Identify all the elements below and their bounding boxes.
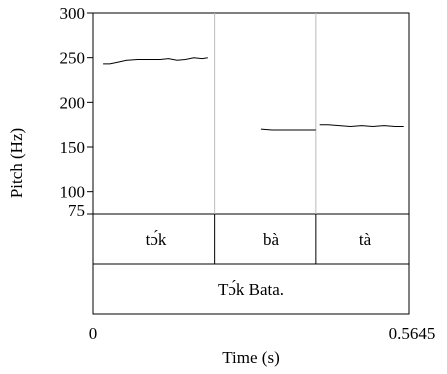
y-tick-label-200: 200 bbox=[60, 93, 86, 112]
y-tick-label-bottom: 75 bbox=[68, 201, 85, 220]
x-axis-label: Time (s) bbox=[222, 348, 279, 367]
syllable-label-2: bà bbox=[263, 230, 280, 249]
plot-frame bbox=[92, 12, 410, 215]
x-tick-label-end: 0.5645 bbox=[389, 324, 436, 343]
pitch-contour-1 bbox=[103, 57, 208, 65]
syllable-label-3: tà bbox=[359, 230, 372, 249]
pitch-contour-2 bbox=[260, 128, 316, 131]
y-axis-label: Pitch (Hz) bbox=[7, 128, 26, 198]
sentence-tier bbox=[92, 263, 410, 315]
x-tick-label-start: 0 bbox=[89, 324, 98, 343]
y-tick-label-300: 300 bbox=[60, 4, 86, 23]
syllable-label-1: tɔ́k bbox=[146, 229, 167, 249]
sentence-label: Tɔ́k Bata. bbox=[218, 279, 284, 299]
y-tick-label-150: 150 bbox=[60, 138, 86, 157]
y-tick-label-250: 250 bbox=[60, 49, 86, 68]
y-tick-label-100: 100 bbox=[60, 183, 86, 202]
pitch-contour-3 bbox=[319, 124, 404, 128]
